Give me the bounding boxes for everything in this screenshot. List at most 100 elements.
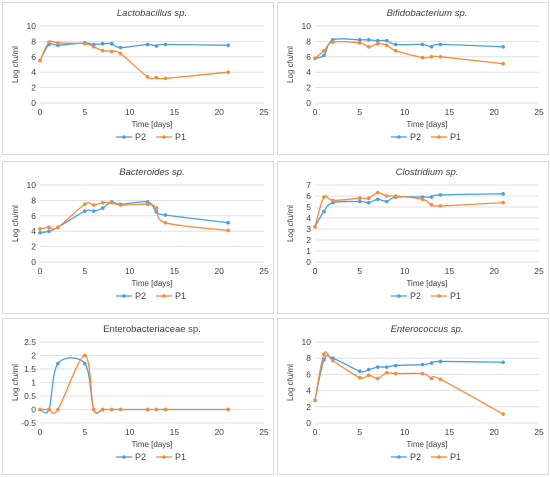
data-point-p2 <box>163 42 168 47</box>
data-point-p1 <box>226 228 230 233</box>
x-tick-label: 10 <box>400 266 410 276</box>
data-point-p1 <box>56 225 60 230</box>
data-point-p1 <box>331 198 335 203</box>
x-tick-label: 15 <box>170 427 180 437</box>
x-tick-label: 5 <box>82 107 87 117</box>
x-tick-label: 10 <box>125 427 135 437</box>
chart-title: Bacteroides sp. <box>119 167 184 178</box>
y-tick-label: 10 <box>27 21 37 31</box>
data-point-p1 <box>118 407 123 412</box>
data-point-p1 <box>501 200 505 205</box>
legend-entry-p1: P1 <box>156 132 186 142</box>
data-point-p2 <box>393 42 398 47</box>
x-tick-label: 15 <box>170 107 180 117</box>
data-point-p2 <box>91 209 96 213</box>
legend-label: P2 <box>135 132 146 142</box>
data-point-p1 <box>163 220 168 225</box>
data-point-p2 <box>322 53 326 58</box>
data-point-p1 <box>375 376 380 381</box>
data-point-p1 <box>56 407 60 412</box>
y-tick-label: 10 <box>302 21 312 31</box>
data-point-p1 <box>154 206 159 210</box>
y-tick-label: 8 <box>306 36 311 46</box>
chart-panel: Bifidobacterium sp. 0 2 4 6 8 10 0 5 10 15 20 25 Time… <box>277 2 549 155</box>
legend-entry-p1: P1 <box>156 291 186 301</box>
x-tick-label: 0 <box>313 266 318 276</box>
data-point-p2 <box>100 206 105 210</box>
legend-marker <box>437 455 441 459</box>
data-point-p2 <box>47 229 51 233</box>
chart-title: Clostridium sp. <box>396 167 459 178</box>
y-tick-label: 10 <box>27 180 37 190</box>
data-point-p2 <box>109 41 114 46</box>
data-point-p2 <box>438 42 443 47</box>
data-point-p1 <box>429 203 434 207</box>
data-point-p2 <box>38 230 42 235</box>
data-point-p2 <box>438 359 443 364</box>
legend-label: P2 <box>135 291 146 301</box>
legend-marker <box>122 455 126 459</box>
data-point-p1 <box>438 377 443 382</box>
y-tick-label: 8 <box>306 353 311 363</box>
y-tick-label: 0 <box>306 418 311 428</box>
x-tick-label: 25 <box>534 427 544 437</box>
panel-border <box>2 2 274 155</box>
x-tick-label: 0 <box>38 107 43 117</box>
y-tick-label: 2 <box>306 402 311 412</box>
data-point-p2 <box>322 209 326 214</box>
data-point-p1 <box>47 40 51 44</box>
data-point-p1 <box>393 371 398 376</box>
y-tick-label: 5 <box>306 202 311 212</box>
y-tick-label: 4 <box>306 213 311 223</box>
x-tick-label: 5 <box>82 427 87 437</box>
legend-label: P1 <box>450 291 461 301</box>
data-point-p1 <box>322 352 326 356</box>
x-tick-label: 25 <box>534 266 544 276</box>
x-tick-label: 25 <box>259 266 269 276</box>
legend-entry-p1: P1 <box>156 452 186 462</box>
data-point-p1 <box>226 407 230 412</box>
data-point-p2 <box>163 213 168 217</box>
data-point-p1 <box>420 371 425 376</box>
legend-label: P2 <box>410 452 421 462</box>
data-point-p1 <box>56 41 60 45</box>
data-point-p2 <box>56 361 60 366</box>
data-point-p1 <box>47 407 51 412</box>
y-tick-label: 1 <box>306 246 311 256</box>
data-point-p2 <box>366 38 371 42</box>
y-tick-label: 2 <box>31 242 36 252</box>
legend-entry-p1: P1 <box>431 132 461 142</box>
data-point-p1 <box>83 353 87 358</box>
data-point-p2 <box>358 369 362 373</box>
x-tick-label: 5 <box>357 266 362 276</box>
series-line-p1 <box>314 192 504 227</box>
legend-label: P2 <box>410 132 421 142</box>
legend-marker <box>437 294 441 298</box>
data-point-p1 <box>384 370 389 375</box>
data-point-p1 <box>163 76 168 81</box>
x-tick-label: 20 <box>489 427 499 437</box>
x-axis-label: Time [days] <box>131 440 172 449</box>
data-point-p2 <box>226 220 230 225</box>
legend-entry-p2: P2 <box>116 291 146 301</box>
y-tick-label: 4 <box>306 67 311 77</box>
legend-marker <box>397 455 401 459</box>
x-tick-label: 0 <box>38 266 43 276</box>
data-point-p1 <box>83 202 87 207</box>
data-point-p2 <box>83 361 87 366</box>
x-tick-label: 20 <box>214 427 224 437</box>
chart-title: Bifidobacterium sp. <box>387 8 468 19</box>
y-axis-label: Log cfu/ml <box>11 364 20 401</box>
data-point-p1 <box>38 407 42 412</box>
y-tick-label: 0.5 <box>24 391 36 401</box>
y-tick-label: 8 <box>31 195 36 205</box>
legend-marker <box>437 135 441 139</box>
y-tick-label: 6 <box>306 369 311 379</box>
x-tick-label: 20 <box>214 266 224 276</box>
data-point-p1 <box>145 75 150 79</box>
data-point-p1 <box>109 200 114 205</box>
chart-panel: Enterobacteriaceae sp.-0.500.511.522.50 5… <box>2 318 274 475</box>
data-point-p1 <box>501 61 505 66</box>
data-point-p1 <box>109 407 114 412</box>
